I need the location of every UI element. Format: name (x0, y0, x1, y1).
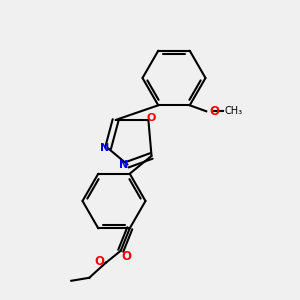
Text: CH₃: CH₃ (224, 106, 242, 116)
Text: N: N (100, 143, 109, 153)
Text: O: O (146, 113, 155, 124)
Text: O: O (121, 250, 131, 263)
Text: O: O (94, 255, 104, 268)
Text: O: O (210, 105, 220, 118)
Text: N: N (119, 160, 129, 170)
